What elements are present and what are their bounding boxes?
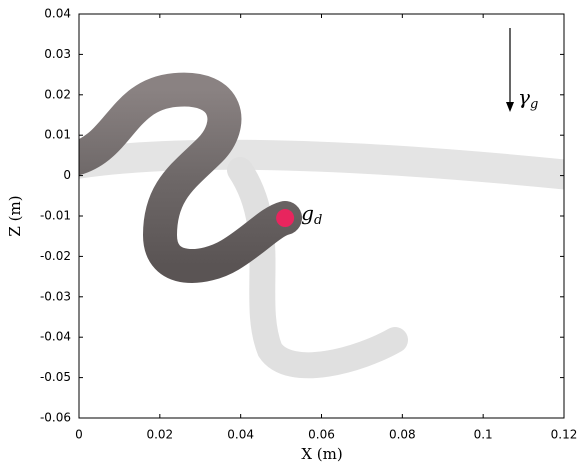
x-tick-label: 0.08: [389, 428, 416, 442]
x-tick-label: 0.02: [146, 428, 173, 442]
annotation-subscript: g: [530, 97, 538, 112]
y-tick-label: 0.02: [44, 87, 71, 101]
annotation-text: g: [301, 201, 314, 225]
chart: X (m) Z (m) -0.06 -0.05 -0.04 -0.03 -0.02 -0.…: [0, 0, 579, 466]
x-tick-label: 0: [75, 428, 83, 442]
y-tick-label: -0.06: [40, 411, 71, 425]
y-axis-label: Z (m): [6, 195, 24, 236]
y-tick-label: -0.04: [40, 330, 71, 344]
x-tick-label: 0.1: [474, 428, 493, 442]
y-tick-label: 0.03: [44, 47, 71, 61]
target-point: [276, 209, 294, 227]
annotation: γg: [518, 85, 538, 112]
y-tick-label: -0.01: [40, 209, 71, 223]
y-tick-label: -0.02: [40, 249, 71, 263]
x-tick-label: 0.04: [227, 428, 254, 442]
y-tick-label: -0.05: [40, 370, 71, 384]
x-tick-label: 0.12: [551, 428, 578, 442]
annotation: gd: [301, 201, 322, 228]
ghost-rod: [240, 170, 395, 365]
y-tick-label: 0: [63, 168, 71, 182]
x-axis-label: X (m): [301, 445, 342, 463]
annotation-text: γ: [518, 85, 530, 109]
annotation-subscript: d: [314, 213, 322, 228]
x-tick-label: 0.06: [308, 428, 335, 442]
y-tick-label: 0.04: [44, 7, 71, 21]
ghost-rod: [70, 155, 570, 175]
y-tick-label: -0.03: [40, 289, 71, 303]
gravity-arrow-head: [506, 102, 514, 112]
y-tick-label: 0.01: [44, 128, 71, 142]
